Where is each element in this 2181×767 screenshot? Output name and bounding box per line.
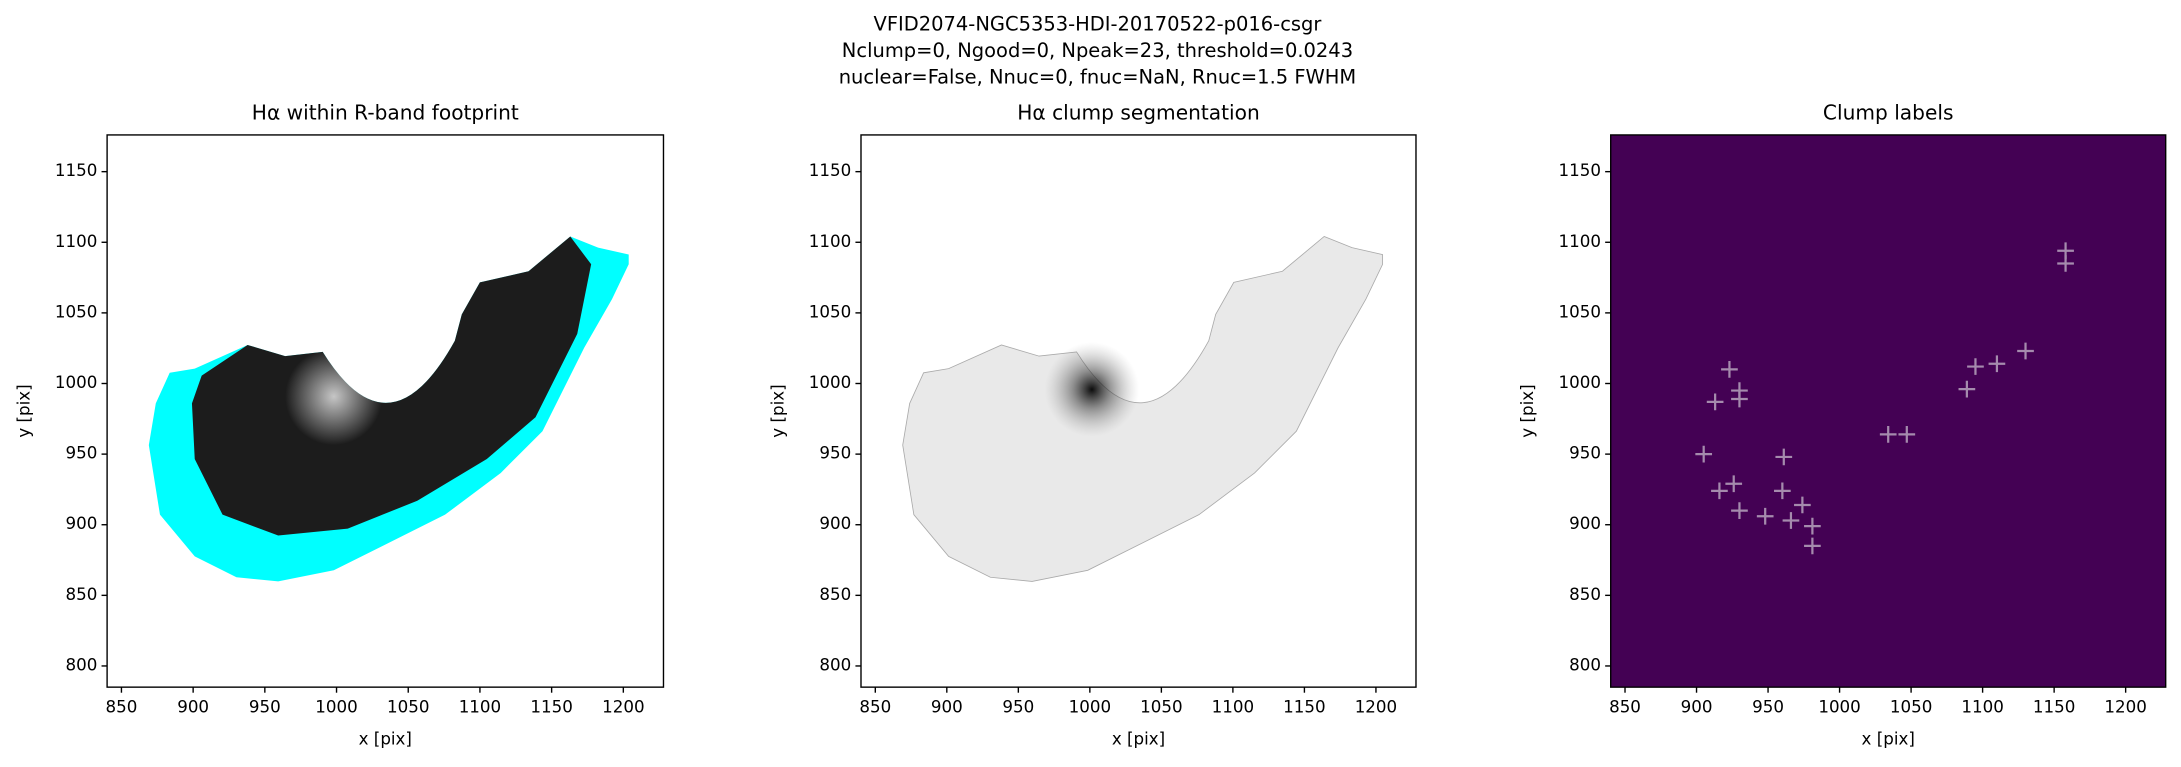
peak-marker [1804, 537, 1821, 555]
halpha-image [148, 236, 629, 582]
suptitle: nuclear=False, Nnuc=0, fnuc=NaN, Rnuc=1.… [839, 65, 1357, 88]
peak-marker [1731, 502, 1748, 519]
y-tick-label: 1150 [809, 161, 851, 180]
y-tick-label: 800 [66, 655, 98, 674]
y-tick-label: 1050 [55, 302, 97, 321]
y-tick-label: 850 [1569, 585, 1601, 604]
axes-title: Hα within R-band footprint [252, 101, 519, 125]
y-tick-label: 800 [819, 655, 851, 674]
peak-marker [1725, 475, 1743, 493]
peak-marker [1879, 425, 1897, 443]
x-tick-label: 1200 [602, 698, 644, 717]
x-tick-label: 850 [1609, 698, 1641, 717]
peak-marker [1721, 361, 1738, 378]
x-axis-label: x [pix] [1112, 729, 1165, 748]
x-tick-label: 950 [1752, 698, 1784, 717]
y-axis-label: y [pix] [15, 384, 34, 437]
peak-marker [1695, 445, 1713, 463]
peak-marker [1774, 482, 1791, 500]
peak-marker [1782, 512, 1800, 529]
label-image [1610, 134, 2166, 688]
x-tick-label: 1200 [2104, 698, 2146, 717]
peak-marker [1988, 355, 2006, 373]
y-tick-label: 850 [819, 585, 851, 604]
x-tick-label: 1100 [459, 698, 501, 717]
y-tick-label: 1050 [1559, 302, 1601, 321]
peak-marker [1731, 390, 1748, 408]
bright-core [285, 347, 383, 446]
x-tick-label: 1200 [1355, 698, 1397, 717]
x-axis-label: x [pix] [359, 729, 412, 748]
y-tick-label: 1050 [809, 302, 851, 321]
x-tick-label: 1150 [530, 698, 572, 717]
y-tick-label: 1000 [1559, 373, 1601, 392]
peak-marker [1804, 517, 1821, 535]
y-tick-label: 1100 [55, 232, 97, 251]
y-tick-label: 950 [66, 444, 98, 463]
y-tick-label: 1150 [55, 161, 97, 180]
y-tick-label: 1000 [809, 373, 851, 392]
suptitle: VFID2074-NGC5353-HDI-20170522-p016-csgr [874, 13, 1322, 36]
axes-frame [860, 134, 1417, 688]
x-tick-label: 850 [859, 698, 891, 717]
y-tick-label: 900 [819, 514, 851, 533]
y-tick-label: 900 [66, 514, 98, 533]
x-tick-label: 900 [1681, 698, 1713, 717]
x-tick-label: 950 [249, 698, 281, 717]
x-tick-label: 1100 [1212, 698, 1254, 717]
peak-marker [1775, 448, 1793, 466]
peak-marker [1958, 380, 1976, 398]
dark-core [1044, 342, 1140, 437]
x-tick-label: 1000 [1069, 698, 1111, 717]
x-tick-label: 1000 [1818, 698, 1860, 717]
halpha-map [191, 236, 592, 536]
segmentation-image [902, 235, 1384, 583]
x-tick-label: 1000 [315, 698, 357, 717]
x-tick-label: 1050 [1890, 698, 1932, 717]
segmentation-map [902, 235, 1384, 583]
x-tick-label: 1050 [1140, 698, 1182, 717]
peak-marker [1794, 496, 1811, 514]
axes-frame [1610, 134, 2167, 688]
x-tick-label: 850 [106, 698, 138, 717]
axes-title: Hα clump segmentation [1017, 101, 1260, 125]
x-tick-label: 950 [1002, 698, 1034, 717]
x-tick-label: 1050 [387, 698, 429, 717]
peak-marker [1756, 507, 1774, 525]
y-tick-label: 800 [1569, 655, 1601, 674]
peak-marker [1967, 358, 1984, 375]
y-tick-label: 850 [66, 585, 98, 604]
y-tick-label: 1100 [809, 232, 851, 251]
peak-marker [1706, 393, 1724, 411]
x-axis-label: x [pix] [1862, 729, 1915, 748]
peak-marker [2017, 342, 2034, 360]
x-tick-label: 900 [177, 698, 209, 717]
y-tick-label: 1000 [55, 373, 97, 392]
x-tick-label: 1150 [2033, 698, 2075, 717]
peak-marker [1898, 425, 1916, 443]
peak-marker [2057, 255, 2074, 272]
y-tick-label: 1150 [1559, 161, 1601, 180]
y-axis-label: y [pix] [1518, 384, 1537, 437]
peak-marker [1711, 482, 1728, 500]
axes-frame [106, 134, 665, 688]
y-axis-label: y [pix] [768, 384, 787, 437]
y-tick-label: 950 [819, 444, 851, 463]
x-tick-label: 900 [931, 698, 963, 717]
y-tick-label: 1100 [1559, 232, 1601, 251]
y-tick-label: 950 [1569, 444, 1601, 463]
suptitle: Nclump=0, Ngood=0, Npeak=23, threshold=0… [842, 39, 1353, 62]
x-tick-label: 1100 [1961, 698, 2003, 717]
axes-title: Clump labels [1823, 101, 1954, 125]
x-tick-label: 1150 [1283, 698, 1325, 717]
y-tick-label: 900 [1569, 514, 1601, 533]
